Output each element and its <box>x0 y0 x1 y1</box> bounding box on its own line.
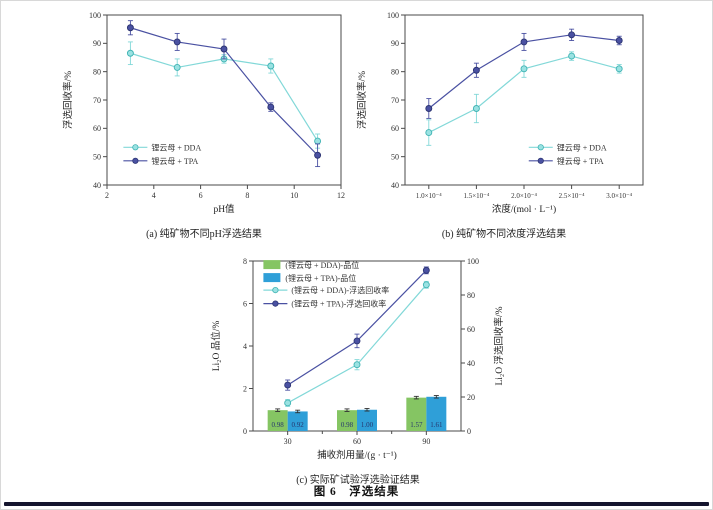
svg-text:6: 6 <box>243 299 247 308</box>
svg-text:12: 12 <box>337 191 345 200</box>
svg-text:60: 60 <box>391 124 399 133</box>
svg-text:1.61: 1.61 <box>430 421 443 429</box>
svg-text:浮选回收率/%: 浮选回收率/% <box>62 71 74 129</box>
svg-text:90: 90 <box>93 39 101 48</box>
svg-text:Li₂O 品位/%: Li₂O 品位/% <box>210 321 222 372</box>
svg-text:锂云母 + TPA: 锂云母 + TPA <box>557 156 604 166</box>
chart-a-caption: (a) 纯矿物不同pH浮选结果 <box>146 229 262 240</box>
svg-text:1.00: 1.00 <box>361 421 374 429</box>
svg-text:捕收剂用量/(g · t⁻¹): 捕收剂用量/(g · t⁻¹) <box>317 449 397 461</box>
svg-text:8: 8 <box>245 191 249 200</box>
svg-text:90: 90 <box>391 39 399 48</box>
page-bottom-rule <box>4 502 709 506</box>
svg-text:pH值: pH值 <box>213 203 235 215</box>
svg-text:50: 50 <box>391 152 399 161</box>
figure-caption: 图 6 浮选结果 <box>313 486 400 498</box>
chart-a-plot: 40 50 60 70 80 90 100 2 4 6 8 10 12 pH值 浮选回收率/% 锂云母 + D… <box>62 11 345 215</box>
svg-text:60: 60 <box>467 325 475 334</box>
svg-text:1.0×10⁻⁴: 1.0×10⁻⁴ <box>416 192 442 200</box>
svg-text:20: 20 <box>467 393 475 402</box>
svg-text:3.0×10⁻⁴: 3.0×10⁻⁴ <box>606 192 632 200</box>
svg-text:(锂云母 + TPA)-品位: (锂云母 + TPA)-品位 <box>285 273 356 283</box>
svg-text:60: 60 <box>353 437 361 446</box>
svg-text:0: 0 <box>467 427 471 436</box>
chart-b-plot: 40 50 60 70 80 90 100 1.0×10⁻⁴ 1.5×10⁻⁴ 2.0×10⁻⁴ 2… <box>356 11 644 215</box>
svg-text:40: 40 <box>93 181 101 190</box>
svg-text:80: 80 <box>391 67 399 76</box>
svg-text:2.5×10⁻⁴: 2.5×10⁻⁴ <box>559 192 585 200</box>
svg-text:(锂云母 + DDA)-浮选回收率: (锂云母 + DDA)-浮选回收率 <box>291 285 389 295</box>
svg-text:10: 10 <box>290 191 298 200</box>
svg-text:80: 80 <box>467 291 475 300</box>
svg-text:浮选回收率/%: 浮选回收率/% <box>356 71 368 129</box>
svg-text:50: 50 <box>93 152 101 161</box>
svg-text:100: 100 <box>387 11 399 20</box>
svg-text:100: 100 <box>89 11 101 20</box>
svg-text:4: 4 <box>243 342 247 351</box>
svg-text:0.98: 0.98 <box>341 421 354 429</box>
svg-text:0.98: 0.98 <box>272 421 285 429</box>
svg-text:0.92: 0.92 <box>292 421 305 429</box>
svg-text:锂云母 + DDA: 锂云母 + DDA <box>557 142 607 152</box>
svg-text:30: 30 <box>284 437 292 446</box>
svg-text:70: 70 <box>391 96 399 105</box>
svg-text:100: 100 <box>467 257 479 266</box>
svg-text:2.0×10⁻⁴: 2.0×10⁻⁴ <box>511 192 537 200</box>
svg-text:4: 4 <box>152 191 156 200</box>
svg-text:60: 60 <box>93 124 101 133</box>
svg-text:1.5×10⁻⁴: 1.5×10⁻⁴ <box>463 192 489 200</box>
chart-b-block: 40 50 60 70 80 90 100 1.0×10⁻⁴ 1.5×10⁻⁴ 2.0×10⁻⁴ 2… <box>353 5 655 240</box>
svg-text:浓度/(mol · L⁻¹): 浓度/(mol · L⁻¹) <box>492 203 556 215</box>
svg-text:(锂云母 + DDA)-品位: (锂云母 + DDA)-品位 <box>285 260 359 270</box>
svg-text:锂云母 + DDA: 锂云母 + DDA <box>151 142 201 152</box>
svg-text:8: 8 <box>243 257 247 266</box>
chart-c-caption: (c) 实际矿试验浮选验证结果 <box>296 475 420 486</box>
svg-text:(锂云母 + TPA)-浮选回收率: (锂云母 + TPA)-浮选回收率 <box>291 299 386 309</box>
chart-c-block: 0 2 4 6 8 0 20 40 60 80 100 30 60 90 捕收剂用量/(g · t⁻¹) Li… <box>207 251 509 486</box>
svg-text:2: 2 <box>105 191 109 200</box>
svg-text:0: 0 <box>243 427 247 436</box>
chart-b-caption: (b) 纯矿物不同浓度浮选结果 <box>441 229 567 240</box>
svg-text:40: 40 <box>391 181 399 190</box>
svg-text:Li₂O 浮选回收率/%: Li₂O 浮选回收率/% <box>493 306 505 385</box>
svg-text:2: 2 <box>243 384 247 393</box>
svg-text:70: 70 <box>93 96 101 105</box>
svg-text:90: 90 <box>422 437 430 446</box>
svg-text:80: 80 <box>93 67 101 76</box>
chart-a-block: 40 50 60 70 80 90 100 2 4 6 8 10 12 pH值 浮选回收率/% 锂云母 + D… <box>59 5 349 240</box>
svg-text:6: 6 <box>199 191 203 200</box>
svg-text:锂云母 + TPA: 锂云母 + TPA <box>151 156 198 166</box>
svg-text:1.57: 1.57 <box>410 421 423 429</box>
svg-text:40: 40 <box>467 359 475 368</box>
